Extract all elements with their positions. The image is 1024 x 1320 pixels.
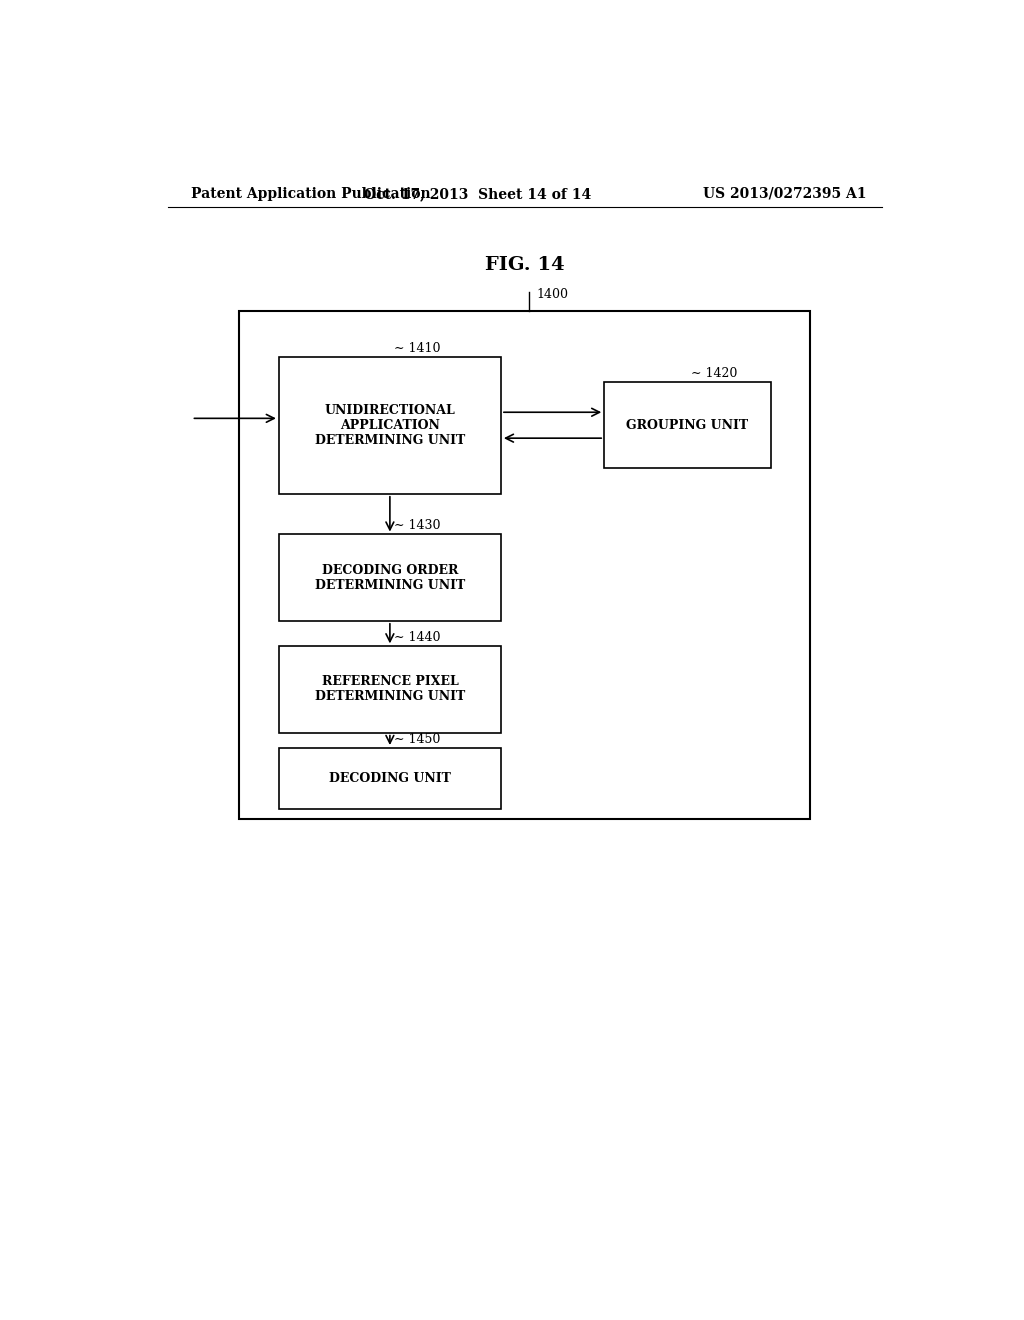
Text: REFERENCE PIXEL
DETERMINING UNIT: REFERENCE PIXEL DETERMINING UNIT bbox=[314, 676, 465, 704]
Text: Oct. 17, 2013  Sheet 14 of 14: Oct. 17, 2013 Sheet 14 of 14 bbox=[364, 187, 591, 201]
Text: ∼ 1430: ∼ 1430 bbox=[394, 520, 441, 532]
Text: ∼ 1440: ∼ 1440 bbox=[394, 631, 441, 644]
Bar bbox=[279, 356, 501, 494]
Text: US 2013/0272395 A1: US 2013/0272395 A1 bbox=[702, 187, 866, 201]
Bar bbox=[240, 312, 811, 818]
Text: ∼ 1410: ∼ 1410 bbox=[394, 342, 441, 355]
Text: GROUPING UNIT: GROUPING UNIT bbox=[627, 418, 749, 432]
Bar bbox=[604, 381, 771, 469]
Text: ∼ 1420: ∼ 1420 bbox=[691, 367, 737, 380]
Text: ∼ 1450: ∼ 1450 bbox=[394, 733, 440, 746]
Text: DECODING ORDER
DETERMINING UNIT: DECODING ORDER DETERMINING UNIT bbox=[314, 564, 465, 591]
Text: DECODING UNIT: DECODING UNIT bbox=[329, 772, 451, 785]
Bar bbox=[279, 748, 501, 809]
Bar bbox=[279, 535, 501, 620]
Text: Patent Application Publication: Patent Application Publication bbox=[191, 187, 431, 201]
Text: UNIDIRECTIONAL
APPLICATION
DETERMINING UNIT: UNIDIRECTIONAL APPLICATION DETERMINING U… bbox=[314, 404, 465, 446]
Text: FIG. 14: FIG. 14 bbox=[485, 256, 564, 275]
Text: 1400: 1400 bbox=[537, 289, 568, 301]
Bar bbox=[279, 647, 501, 733]
